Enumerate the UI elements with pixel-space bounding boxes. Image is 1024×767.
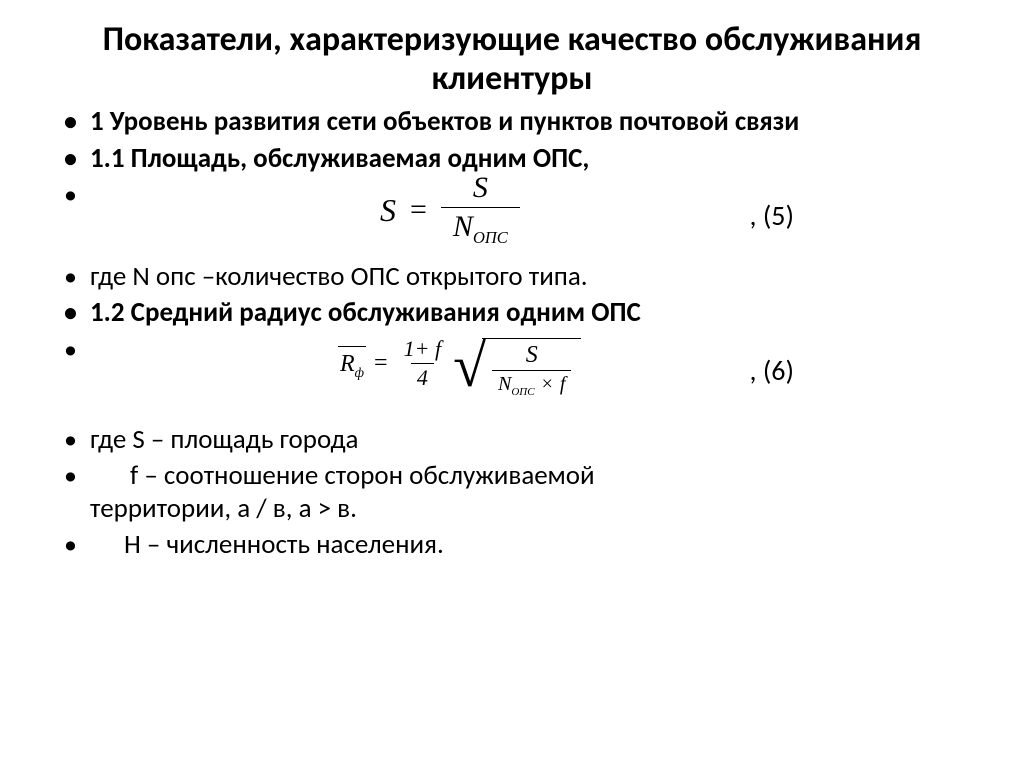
slide-title: Показатели, характеризующие качество обс…	[40, 20, 984, 98]
eq5-lhs: S	[380, 191, 396, 229]
equation-6-row: Rф = 1+ f 4 √ S NОПС × f	[90, 334, 984, 420]
item-1-1: 1.1 Площадь, обслуживаемая одним ОПС,	[90, 143, 984, 175]
eq6-equals: =	[370, 349, 392, 378]
eq6-frac-left: 1+ f 4	[398, 338, 447, 389]
equation-6-label: , (6)	[750, 354, 795, 388]
item-where-h: Н – численность населения.	[90, 529, 984, 561]
eq5-numerator: S	[461, 173, 500, 207]
equation-5-row: S = S NОПС , (5)	[90, 179, 984, 257]
eq5-equals: =	[406, 192, 431, 228]
equation-6: Rф = 1+ f 4 √ S NОПС × f	[340, 330, 581, 398]
equation-5: S = S NОПС	[380, 173, 520, 247]
item-where-s: где S – площадь города	[90, 424, 984, 456]
eq6-sqrt-frac: S NОПС × f	[492, 343, 571, 398]
eq5-fraction: S NОПС	[441, 173, 520, 247]
eq6-sqrt: √ S NОПС × f	[453, 330, 581, 398]
bullet-list: 1 Уровень развития сети объектов и пункт…	[40, 106, 984, 561]
item-where-n: где N опс –количество ОПС открытого типа…	[90, 261, 984, 293]
equation-5-label: , (5)	[750, 199, 795, 233]
eq6-lhs: Rф	[340, 346, 364, 381]
eq5-denominator: NОПС	[441, 207, 520, 247]
item-1: 1 Уровень развития сети объектов и пункт…	[90, 106, 984, 138]
item-where-f: f – соотношение сторон обслуживаемой тер…	[90, 460, 984, 525]
item-1-2: 1.2 Средний радиус обслуживания одним ОП…	[90, 297, 984, 329]
